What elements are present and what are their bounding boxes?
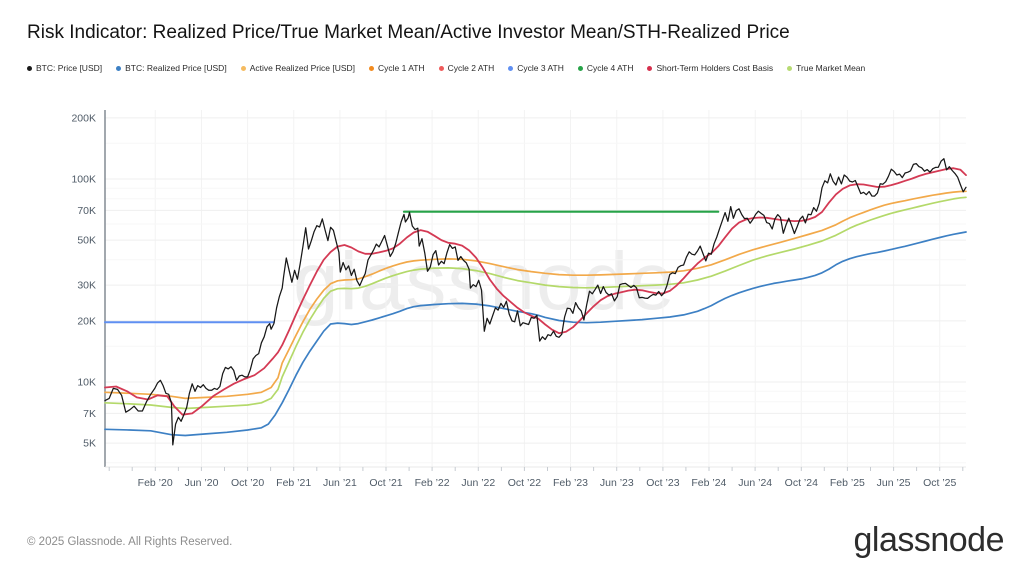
legend-item-label: Short-Term Holders Cost Basis [656,63,774,73]
x-tick-marks [108,467,964,471]
legend-item-cycle-2-ath[interactable]: Cycle 2 ATH [438,63,495,73]
svg-text:30K: 30K [77,280,96,292]
svg-text:200K: 200K [71,112,96,124]
legend-item-label: Cycle 4 ATH [586,63,634,73]
legend-item-cycle-3-ath[interactable]: Cycle 3 ATH [508,63,564,73]
svg-text:Oct ’21: Oct ’21 [369,477,402,489]
series-btc-realized-price-usd[interactable] [104,231,967,437]
legend-swatch-icon [508,65,514,71]
legend-swatch-icon [369,65,375,71]
legend-item-label: BTC: Price [USD] [36,63,103,73]
glassnode-logo: glassnode [853,521,1004,559]
legend-swatch-icon [438,65,444,71]
svg-text:50K: 50K [77,235,96,247]
legend-item-cycle-1-ath[interactable]: Cycle 1 ATH [369,63,425,73]
svg-text:Oct ’24: Oct ’24 [785,477,818,489]
y-axis-labels: 200K 100K 70K 50K 30K 20K 10K 7K 5K [71,112,96,449]
legend-item-label: BTC: Realized Price [USD] [125,63,227,73]
svg-text:Oct ’23: Oct ’23 [646,477,679,489]
legend-item-label: True Market Mean [796,63,866,73]
svg-text:7K: 7K [83,408,96,420]
series-active-realized-price-usd[interactable] [104,190,967,400]
svg-text:Oct ’20: Oct ’20 [231,477,264,489]
svg-text:10K: 10K [77,377,96,389]
svg-text:Feb ’20: Feb ’20 [138,477,173,489]
page-title: Risk Indicator: Realized Price/True Mark… [27,22,790,43]
legend-swatch-icon [787,65,793,71]
svg-text:Jun ’23: Jun ’23 [600,477,634,489]
legend-item-label: Cycle 3 ATH [517,63,564,73]
svg-text:Feb ’22: Feb ’22 [415,477,450,489]
svg-text:20K: 20K [77,315,96,327]
svg-text:100K: 100K [71,174,96,186]
svg-text:Jun ’20: Jun ’20 [185,477,219,489]
svg-text:70K: 70K [77,205,96,217]
copyright-text: © 2025 Glassnode. All Rights Reserved. [27,536,233,548]
legend-swatch-icon [577,65,583,71]
legend-swatch-icon [647,65,653,71]
legend-swatch-icon [27,65,32,71]
svg-text:Feb ’24: Feb ’24 [691,477,726,489]
svg-text:Jun ’24: Jun ’24 [738,477,772,489]
svg-text:Jun ’21: Jun ’21 [323,477,357,489]
series-btc-price-usd[interactable] [104,158,967,446]
legend-swatch-icon [240,65,246,71]
svg-text:5K: 5K [83,438,96,450]
svg-text:Feb ’25: Feb ’25 [830,477,865,489]
x-axis-labels: Feb ’20 Jun ’20 Oct ’20 Feb ’21 Jun ’21 Oct ’… [138,477,957,489]
legend-item-cycle-4-ath[interactable]: Cycle 4 ATH [577,63,634,73]
legend-item-active-realized-price-usd[interactable]: Active Realized Price [USD] [240,63,356,73]
svg-text:Jun ’22: Jun ’22 [461,477,495,489]
legend-item-btc-price-usd[interactable]: BTC: Price [USD] [27,63,102,73]
series-short-term-holders-cost-basis[interactable] [104,167,967,416]
legend-item-label: Cycle 2 ATH [447,63,495,73]
svg-text:Feb ’21: Feb ’21 [276,477,311,489]
legend-item-btc-realized-price-usd[interactable]: BTC: Realized Price [USD] [116,63,227,73]
legend: BTC: Price [USD] BTC: Realized Price [USD… [27,63,865,73]
legend-swatch-icon [116,65,122,71]
legend-item-short-term-holders-cost-basis[interactable]: Short-Term Holders Cost Basis [647,63,773,73]
legend-item-true-market-mean[interactable]: True Market Mean [787,63,865,73]
svg-text:Oct ’22: Oct ’22 [508,477,541,489]
svg-text:Feb ’23: Feb ’23 [553,477,588,489]
legend-item-label: Cycle 1 ATH [378,63,425,73]
legend-item-label: Active Realized Price [USD] [249,63,356,73]
series-true-market-mean[interactable] [104,196,967,410]
svg-text:Jun ’25: Jun ’25 [877,477,911,489]
svg-text:Oct ’25: Oct ’25 [923,477,956,489]
y-gridlines [105,117,966,464]
